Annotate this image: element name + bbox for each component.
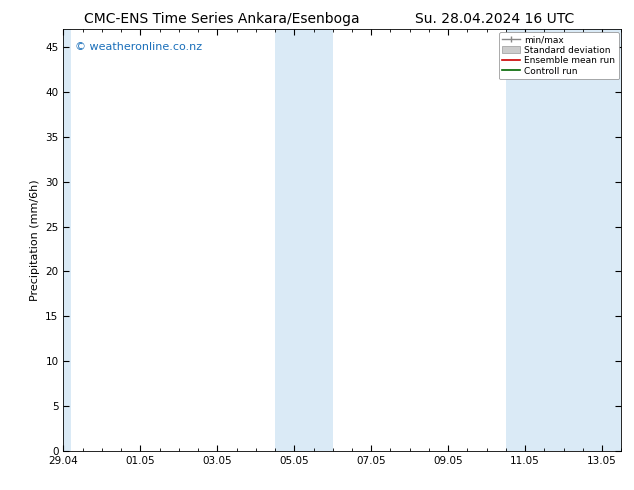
Text: CMC-ENS Time Series Ankara/Esenboga: CMC-ENS Time Series Ankara/Esenboga — [84, 12, 359, 26]
Bar — [63, 29, 71, 451]
Legend: min/max, Standard deviation, Ensemble mean run, Controll run: min/max, Standard deviation, Ensemble me… — [499, 32, 619, 79]
Bar — [506, 29, 621, 451]
Text: © weatheronline.co.nz: © weatheronline.co.nz — [75, 42, 202, 52]
Bar — [275, 29, 333, 451]
Text: Su. 28.04.2024 16 UTC: Su. 28.04.2024 16 UTC — [415, 12, 574, 26]
Y-axis label: Precipitation (mm/6h): Precipitation (mm/6h) — [30, 179, 40, 301]
